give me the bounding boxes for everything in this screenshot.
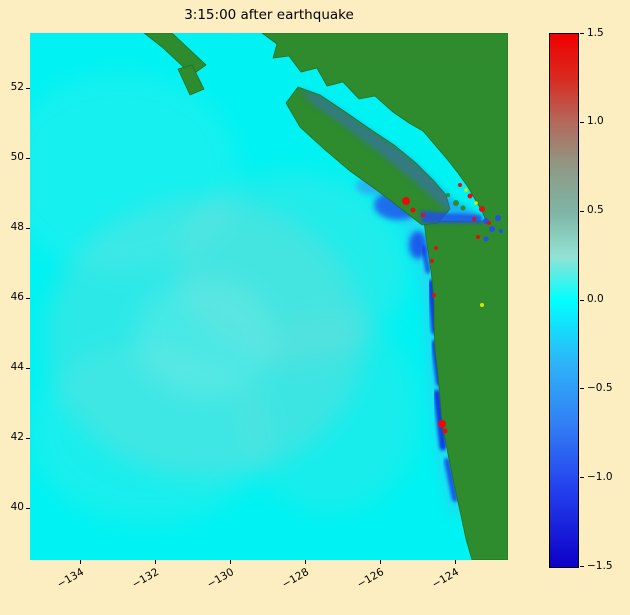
y-tick-mark bbox=[26, 437, 30, 439]
y-tick-label: 40 bbox=[10, 501, 24, 514]
colorbar-tick-label: 1.0 bbox=[587, 115, 604, 128]
y-tick-mark bbox=[26, 227, 30, 229]
x-tick-mark bbox=[154, 560, 156, 564]
y-tick-mark bbox=[26, 367, 30, 369]
positive-wave-peaks bbox=[402, 183, 491, 434]
y-tick-label: 48 bbox=[10, 221, 24, 234]
colorbar-tick-mark bbox=[580, 121, 584, 123]
y-tick-label: 42 bbox=[10, 431, 24, 444]
colorbar-tick-label: 1.5 bbox=[587, 26, 604, 39]
juan-de-fuca-strait-water bbox=[420, 211, 482, 223]
y-tick-label: 46 bbox=[10, 291, 24, 304]
x-tick-label: −124 bbox=[430, 566, 462, 591]
x-tick-mark bbox=[79, 560, 81, 564]
mainland bbox=[260, 32, 509, 561]
gulf-islands bbox=[446, 193, 466, 211]
haida-gwaii-island-south bbox=[177, 64, 205, 96]
y-tick-mark bbox=[26, 507, 30, 509]
x-tick-label: −128 bbox=[280, 566, 312, 591]
land-masses bbox=[142, 32, 509, 561]
x-tick-mark bbox=[229, 560, 231, 564]
colorbar-tick-label: −1.5 bbox=[587, 559, 613, 572]
colorbar-tick-label: 0.0 bbox=[587, 293, 604, 305]
map-canvas bbox=[0, 32, 509, 561]
colorbar bbox=[549, 33, 579, 568]
x-tick-mark bbox=[305, 560, 307, 564]
y-tick-label: 52 bbox=[10, 81, 24, 94]
haida-gwaii-island bbox=[142, 32, 207, 76]
x-tick-mark bbox=[455, 560, 457, 564]
colorbar-tick-label: 0.5 bbox=[587, 204, 604, 217]
colorbar-tick-mark bbox=[580, 566, 584, 567]
open-ocean-wave-field bbox=[0, 73, 420, 523]
puget-sound-speckles bbox=[483, 215, 503, 242]
colorbar-tick-label: −1.0 bbox=[587, 470, 613, 483]
x-tick-label: −134 bbox=[54, 566, 86, 591]
colorbar-tick-mark bbox=[580, 210, 584, 212]
colorbar-tick-mark bbox=[580, 299, 584, 301]
y-tick-label: 44 bbox=[10, 361, 24, 374]
plot-title: 3:15:00 after earthquake bbox=[184, 7, 354, 23]
y-tick-mark bbox=[26, 157, 30, 159]
colorbar-tick-label: −0.5 bbox=[587, 381, 613, 394]
y-tick-mark bbox=[26, 87, 30, 89]
x-tick-label: −126 bbox=[355, 566, 387, 591]
strait-of-georgia-water bbox=[298, 89, 482, 221]
x-tick-label: −130 bbox=[204, 566, 236, 591]
x-tick-label: −132 bbox=[129, 566, 161, 591]
colorbar-tick-mark bbox=[580, 33, 584, 34]
moderate-positive-speckles bbox=[464, 188, 484, 307]
map-plot bbox=[0, 32, 509, 561]
x-tick-mark bbox=[380, 560, 382, 564]
colorbar-tick-mark bbox=[580, 388, 584, 390]
colorbar-tick-mark bbox=[580, 477, 584, 479]
y-tick-label: 50 bbox=[10, 151, 24, 164]
y-tick-mark bbox=[26, 297, 30, 299]
